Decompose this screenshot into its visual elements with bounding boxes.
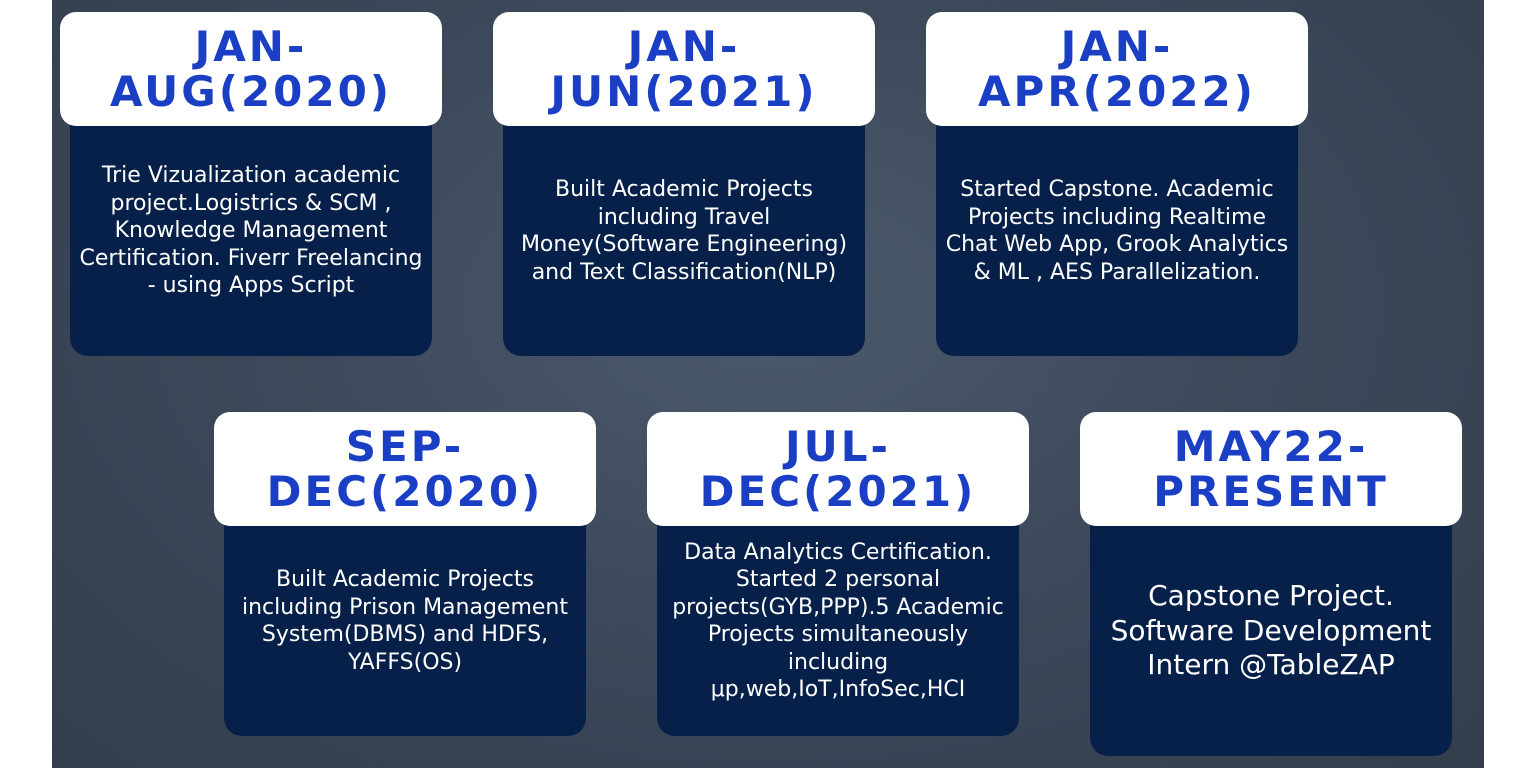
milestone-period: JUL- DEC(2021)	[699, 422, 977, 516]
milestone-period-header: MAY22- PRESENT	[1080, 412, 1462, 526]
milestone-description-panel: Data Analytics Certification. Started 2 …	[657, 512, 1019, 736]
milestone-description-panel: Trie Vizualization academic project.Logi…	[70, 112, 432, 356]
timeline-board: JAN- AUG(2020) Trie Vizualization academ…	[52, 0, 1484, 768]
milestone-description-panel: Built Academic Projects including Travel…	[503, 112, 865, 356]
milestone-description: Built Academic Projects including Travel…	[520, 177, 848, 285]
milestone-description-panel: Started Capstone. Academic Projects incl…	[936, 112, 1298, 356]
milestone-period: SEP- DEC(2020)	[266, 422, 544, 516]
milestone-description-panel: Built Academic Projects including Prison…	[224, 512, 586, 736]
milestone-description: Built Academic Projects including Prison…	[241, 567, 568, 675]
milestone-period-header: JAN- JUN(2021)	[493, 12, 875, 126]
milestone-period: MAY22- PRESENT	[1153, 422, 1389, 516]
milestone-period-header: JAN- APR(2022)	[926, 12, 1308, 126]
milestone-period-header: JAN- AUG(2020)	[60, 12, 442, 126]
milestone-period: JAN- JUN(2021)	[550, 22, 818, 116]
milestone-period-header: SEP- DEC(2020)	[214, 412, 596, 526]
milestone-period-header: JUL- DEC(2021)	[647, 412, 1029, 526]
milestone-description-panel: Capstone Project. Software Development I…	[1090, 512, 1452, 756]
milestone-description: Data Analytics Certification. Started 2 …	[672, 539, 1004, 703]
milestone-description: Started Capstone. Academic Projects incl…	[945, 177, 1289, 285]
milestone-description: Capstone Project. Software Development I…	[1110, 579, 1432, 682]
milestone-period: JAN- AUG(2020)	[109, 22, 393, 116]
milestone-description: Trie Vizualization academic project.Logi…	[79, 163, 423, 299]
milestone-period: JAN- APR(2022)	[978, 22, 1256, 116]
